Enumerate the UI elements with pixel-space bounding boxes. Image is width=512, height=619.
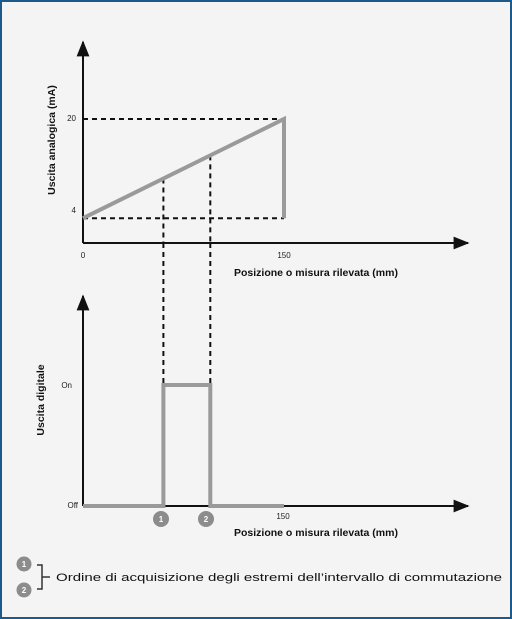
- y-tick-label: On: [61, 381, 72, 390]
- x-tick-label: 150: [277, 251, 291, 260]
- legend-bracket: [37, 564, 50, 590]
- legend-badge-1: 1: [16, 556, 32, 572]
- legend: 1 2 Ordine di acquisizione degli estremi…: [16, 556, 502, 598]
- legend-circle: [16, 556, 32, 572]
- y-tick-label: 4: [72, 206, 77, 215]
- marker-circle: [198, 511, 214, 527]
- connecting-guide-lines: [162, 243, 212, 385]
- legend-circle: [16, 582, 32, 598]
- top-y-axis-title: Uscita analogica (mA): [46, 85, 58, 195]
- marker-badge-2: 2: [198, 511, 214, 527]
- marker-circle: [153, 511, 169, 527]
- bottom-y-axis-title: Uscita digitale: [35, 364, 47, 435]
- marker-badge-1: 1: [153, 511, 169, 527]
- x-tick-label: 150: [276, 512, 290, 521]
- bottom-x-axis-title: Posizione o misura rilevata (mm): [234, 527, 398, 539]
- y-tick-label: 20: [67, 114, 76, 123]
- y-tick-label: Off: [67, 501, 78, 510]
- analog-series-line: [82, 115, 286, 220]
- x-tick-label: 0: [81, 251, 86, 260]
- marker-number: 1: [159, 515, 164, 524]
- legend-badge-2: 2: [16, 582, 32, 598]
- legend-text: Ordine di acquisizione degli estremi del…: [56, 572, 502, 584]
- digital-output-chart: On Off 150 1 2 Uscita digitale Posizione…: [35, 294, 470, 539]
- legend-number: 2: [22, 586, 27, 595]
- analog-output-chart: 20 4 0 150 Uscita analogica (mA) Posizio…: [46, 40, 470, 279]
- marker-number: 2: [204, 515, 209, 524]
- digital-series-line: [83, 383, 284, 508]
- top-x-axis-title: Posizione o misura rilevata (mm): [234, 267, 398, 279]
- legend-number: 1: [22, 560, 27, 569]
- top-guide-lines: [83, 118, 284, 243]
